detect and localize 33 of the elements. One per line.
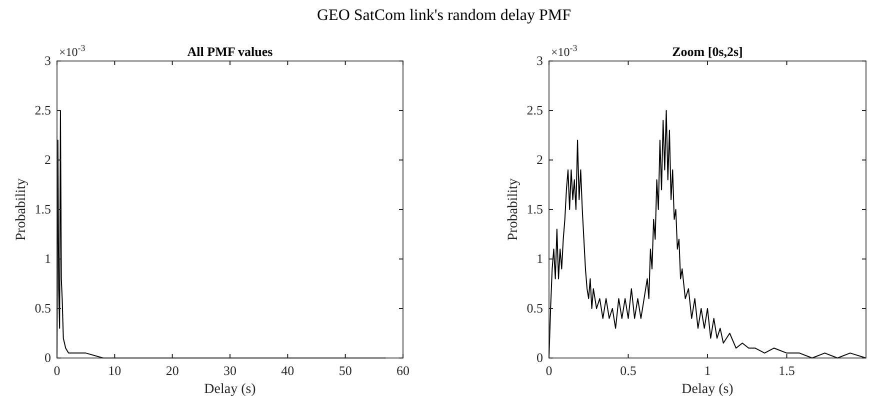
y-tick-label: 2.5 bbox=[34, 102, 51, 118]
text: ×10$^{-3}$ bbox=[59, 43, 86, 59]
x-axis-title: Delay (s) bbox=[204, 382, 256, 397]
y-axis-title: Probability bbox=[506, 178, 521, 241]
y-tick-label: 0 bbox=[536, 350, 543, 365]
y-tick-label: 2.5 bbox=[526, 102, 543, 118]
y-tick-label: 1.5 bbox=[526, 202, 543, 216]
y-tick-label: 2 bbox=[44, 152, 51, 167]
y-tick-label: 0.5 bbox=[34, 300, 51, 316]
y-axis-title: Probability bbox=[14, 178, 29, 241]
x-tick-label: 40 bbox=[281, 363, 294, 378]
y-tick-label: 1.5 bbox=[34, 202, 51, 216]
x-tick-label: 10 bbox=[108, 363, 122, 378]
y-tick-label: 1 bbox=[536, 251, 543, 266]
x-tick-label: 30 bbox=[224, 363, 236, 378]
y-tick-label: 0.5 bbox=[526, 300, 543, 316]
y-tick-label: 3 bbox=[44, 53, 51, 68]
x-axis-title: Delay (s) bbox=[682, 382, 734, 397]
y-tick-label: 3 bbox=[536, 53, 543, 68]
text: GEO SatCom link's random delay PMF bbox=[317, 7, 572, 24]
chart-title: Zoom [0s,2s] bbox=[672, 44, 743, 59]
x-tick-label: 20 bbox=[166, 363, 179, 378]
y-tick-label: 1 bbox=[44, 251, 51, 266]
x-tick-label: 60 bbox=[396, 363, 410, 378]
line-series bbox=[548, 110, 866, 358]
x-tick-label: 50 bbox=[338, 363, 352, 378]
x-tick-label: 0.5 bbox=[620, 363, 636, 378]
y-tick-label: 2 bbox=[536, 152, 543, 167]
text: ×10$^{-3}$ bbox=[551, 43, 578, 59]
y-tick-label: 0 bbox=[44, 350, 51, 365]
x-tick-label: 1 bbox=[704, 363, 711, 378]
x-tick-label: 1.5 bbox=[778, 363, 795, 378]
chart-title: All PMF values bbox=[187, 44, 273, 59]
